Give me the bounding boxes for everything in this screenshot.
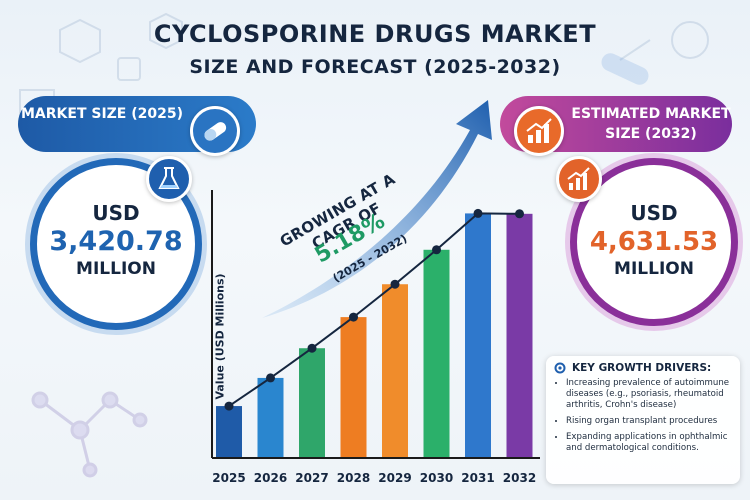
trend-line [228, 212, 520, 407]
trend-point [432, 245, 441, 255]
trend-point [224, 401, 234, 411]
bar-2025 [216, 406, 242, 457]
bar-2029 [382, 284, 408, 457]
market-size-unit: MILLION [76, 259, 156, 279]
bar-2032 [506, 213, 533, 457]
trend-point [307, 343, 317, 353]
x-tick-label: 2028 [337, 471, 370, 485]
bar-2031 [465, 213, 491, 457]
x-tick-label: 2030 [420, 471, 453, 485]
x-tick-label: 2026 [254, 471, 287, 485]
x-tick-label: 2031 [461, 471, 494, 485]
bar-2028 [340, 317, 367, 457]
estimated-size-value: 4,631.53 [589, 227, 719, 257]
growth-drivers-box: KEY GROWTH DRIVERS: Increasing prevalenc… [546, 356, 740, 484]
x-tick-label: 2027 [295, 471, 328, 485]
y-axis-label: Value (USD Millions) [213, 273, 227, 400]
flask-icon [146, 156, 192, 202]
title-line-2: SIZE AND FORECAST (2025-2032) [189, 56, 561, 78]
bar-2027 [299, 348, 325, 457]
trend-point [390, 279, 400, 289]
trend-point [349, 312, 358, 322]
growth-driver-item: Expanding applications in ophthalmic and… [566, 432, 732, 454]
growth-drivers-heading: KEY GROWTH DRIVERS: [572, 362, 712, 374]
trend-point [515, 209, 524, 219]
estimated-size-unit: MILLION [614, 259, 694, 279]
gear-icon [554, 362, 566, 374]
title-line-1: CYCLOSPORINE DRUGS MARKET [153, 20, 597, 48]
trend-point [473, 208, 483, 218]
market-size-currency: USD [92, 201, 140, 225]
growth-drivers-list: Increasing prevalence of autoimmune dise… [554, 378, 732, 454]
growth-chart-icon [514, 106, 564, 156]
trend-point [266, 373, 275, 383]
bar-2026 [257, 377, 284, 457]
market-size-value: 3,420.78 [49, 226, 183, 257]
estimated-size-currency: USD [630, 201, 678, 225]
estimated-size-label: ESTIMATED MARKET SIZE (2032) [571, 106, 731, 142]
bar-growth-icon [556, 156, 602, 202]
pill-icon [190, 106, 240, 156]
growth-arrow [262, 100, 492, 318]
x-tick-label: 2032 [503, 471, 536, 485]
x-tick-label: 2025 [212, 471, 245, 485]
growth-driver-item: Increasing prevalence of autoimmune dise… [566, 378, 732, 411]
growth-driver-item: Rising organ transplant procedures [566, 416, 732, 427]
x-tick-label: 2029 [378, 471, 411, 485]
bar-2030 [423, 249, 450, 457]
market-size-label: MARKET SIZE (2025) [20, 106, 184, 122]
